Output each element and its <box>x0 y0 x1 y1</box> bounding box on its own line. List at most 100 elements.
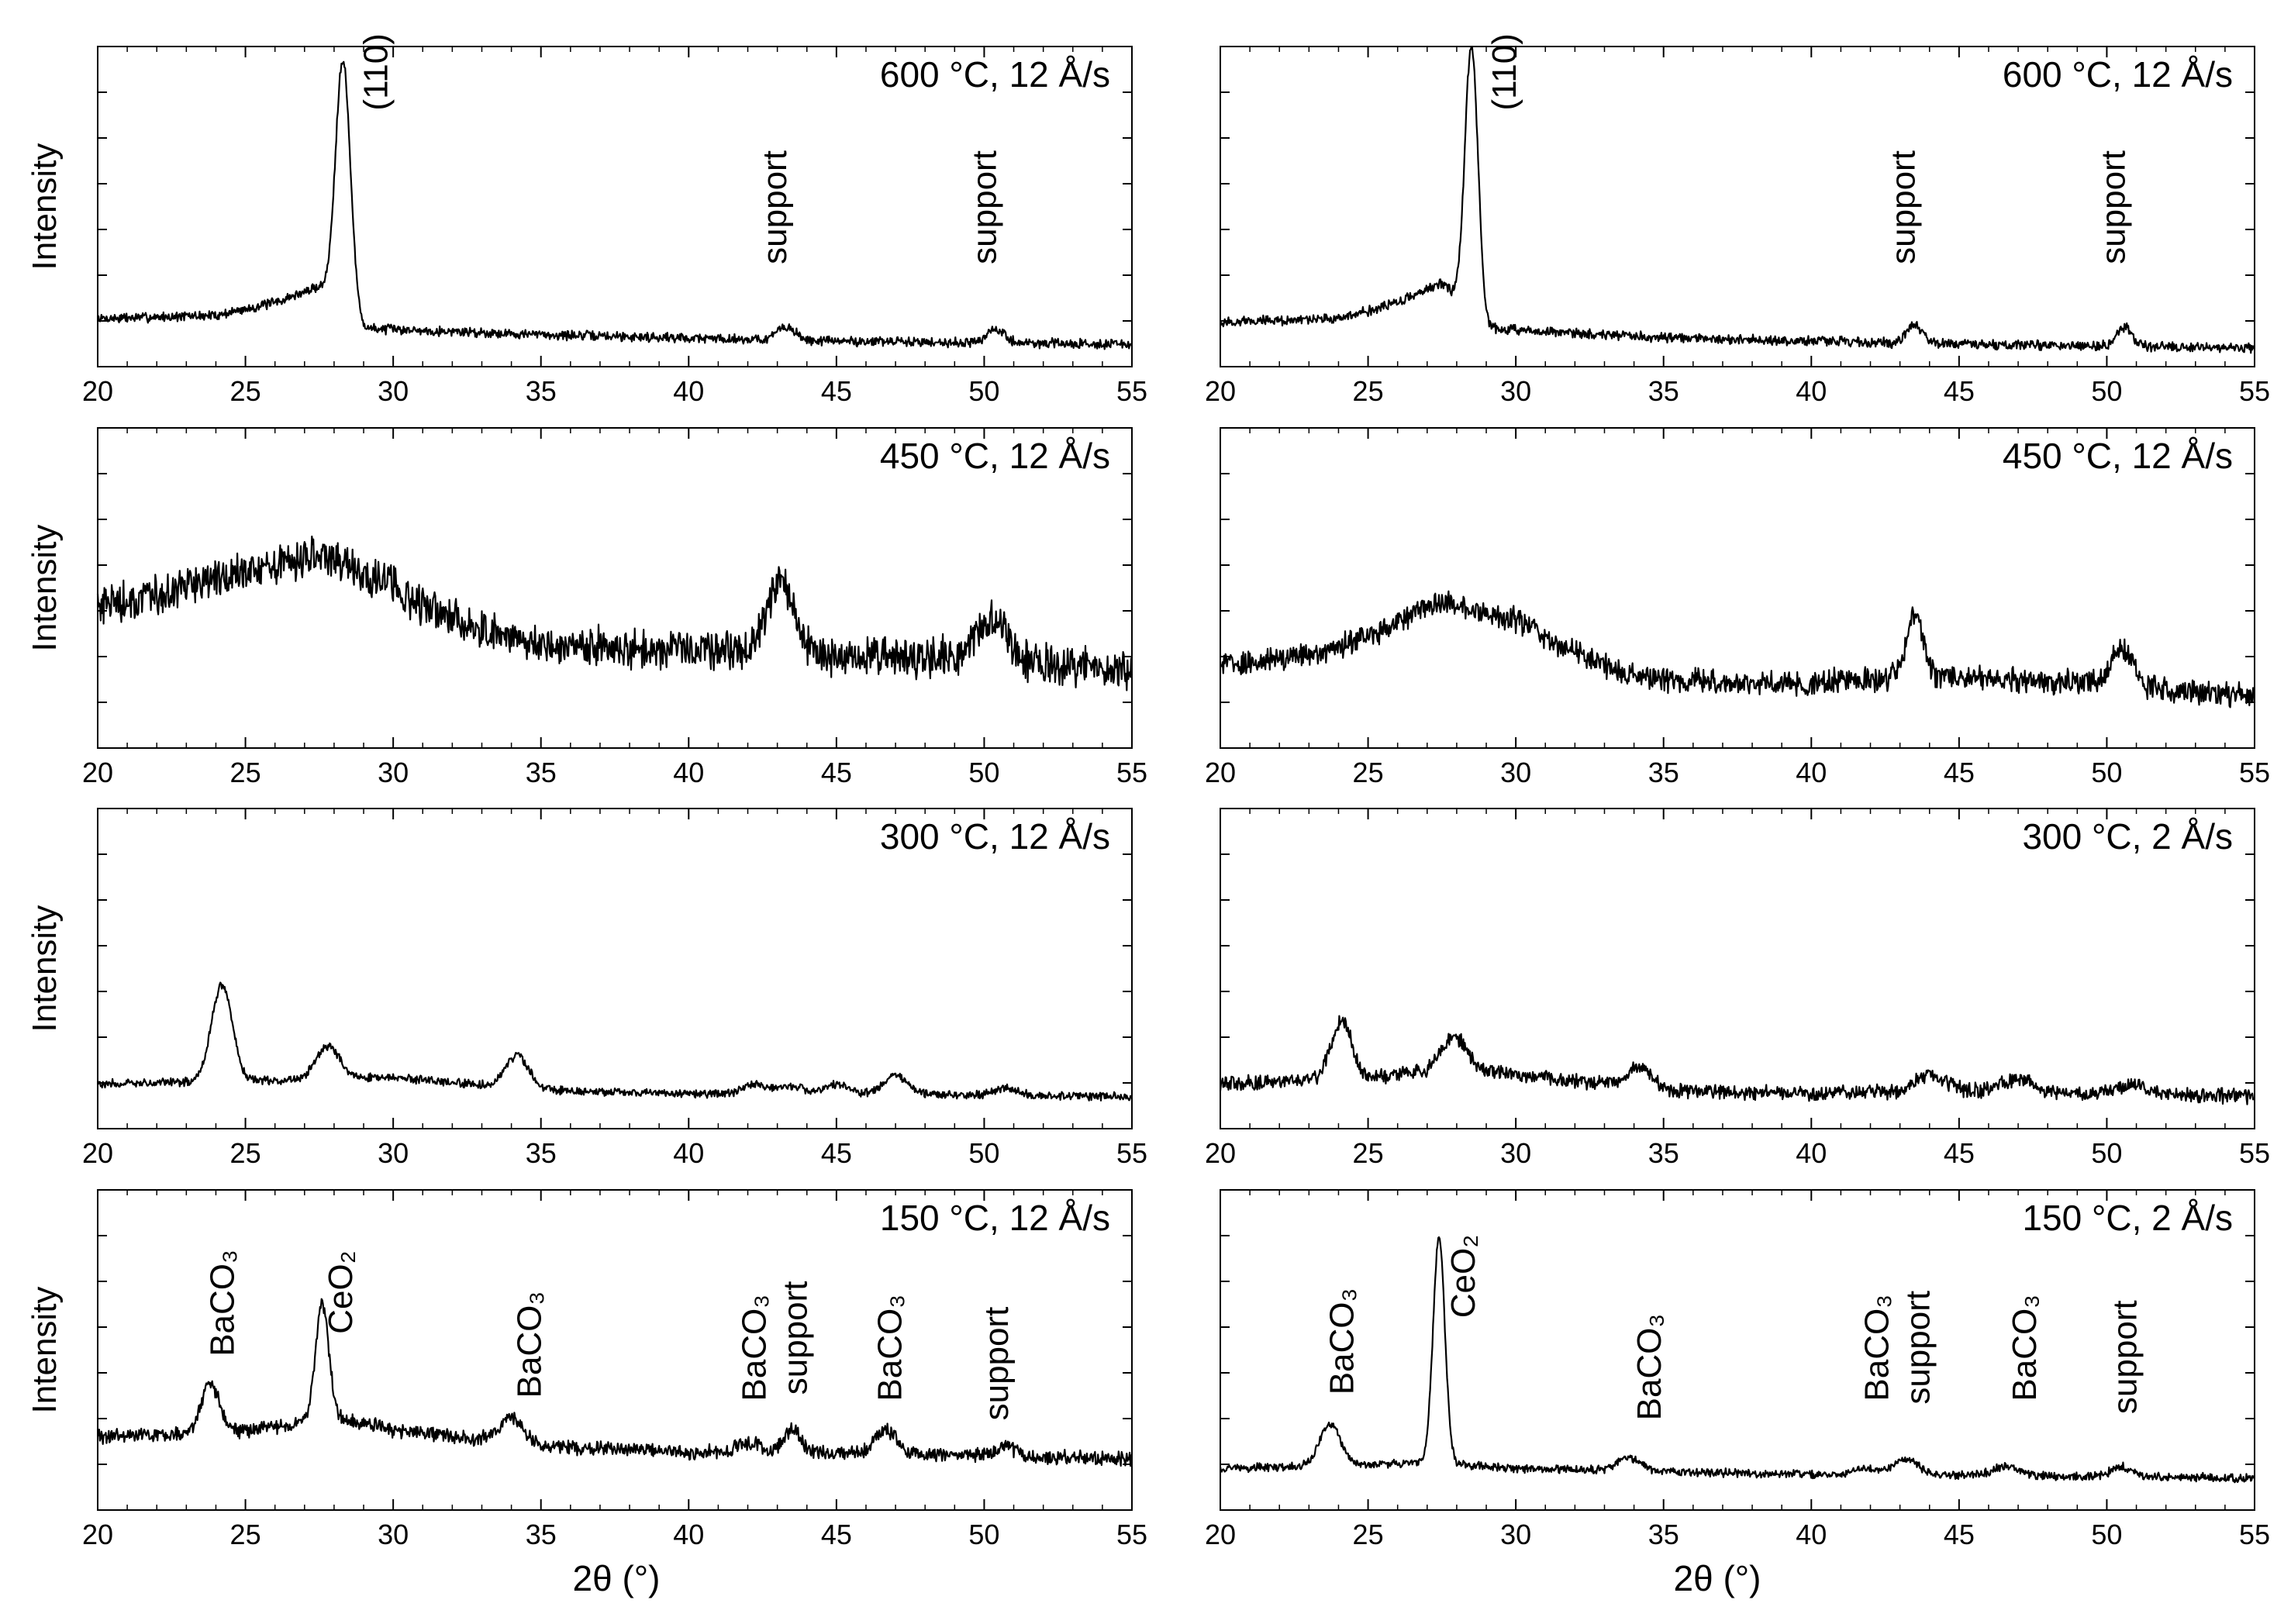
x-tick-label: 40 <box>1796 375 1827 407</box>
x-tick-label: 45 <box>1944 757 1975 788</box>
peak-annotation: BaCO₃ <box>871 1295 909 1402</box>
x-tick-label: 55 <box>2239 375 2270 407</box>
panel-label: 300 °C, 12 Å/s <box>880 816 1110 857</box>
plot-frame <box>1220 808 2255 1129</box>
series-line <box>97 1298 1133 1467</box>
x-tick-label: 55 <box>1116 1137 1147 1169</box>
x-tick-label: 55 <box>2239 757 2270 788</box>
peak-annotation: BaCO₃ <box>735 1295 773 1402</box>
x-tick-label: 35 <box>1648 1519 1679 1550</box>
x-tick-label: 20 <box>1205 375 1236 407</box>
x-tick-label: 40 <box>1796 1519 1827 1550</box>
peak-annotation: BaCO₃ <box>511 1291 549 1398</box>
x-tick-label: 40 <box>673 1519 704 1550</box>
peak-annotation: BaCO₃ <box>1858 1295 1896 1402</box>
series-line <box>1219 1236 2256 1484</box>
x-tick-label: 25 <box>1353 1137 1384 1169</box>
x-axis-title-left: 2θ (°) <box>573 1558 661 1598</box>
x-tick-label: 30 <box>378 757 409 788</box>
x-tick-label: 50 <box>2091 1519 2122 1550</box>
series-line <box>97 981 1133 1102</box>
x-tick-label: 50 <box>2091 375 2122 407</box>
peak-annotation: BaCO₃ <box>203 1250 241 1357</box>
x-tick-label: 35 <box>526 1137 557 1169</box>
panel-left-row-2: 20 25 30 35 40 45 50 55 Intensity 450 °C, 12 Å/s <box>26 427 1147 788</box>
plot-frame <box>97 1189 1133 1511</box>
panel-right-row-2: 20 25 30 35 40 45 50 55 450 °C, 12 Å/s <box>1205 427 2270 788</box>
peak-annotation: support <box>1899 1291 1937 1405</box>
panel-right-row-1: 20 25 30 35 40 45 50 55 600 °C, 12 Å/s (110) suppo… <box>1205 33 2270 407</box>
plot-frame <box>97 808 1133 1129</box>
x-tick-label: 25 <box>1353 375 1384 407</box>
panel-label: 450 °C, 12 Å/s <box>2003 436 2233 476</box>
x-tick-label: 50 <box>968 757 999 788</box>
y-axis-label: Intensity <box>26 905 64 1033</box>
plot-frame <box>97 46 1133 367</box>
x-tick-label: 45 <box>1944 1137 1975 1169</box>
x-tick-label: 20 <box>82 757 113 788</box>
y-axis-label: Intensity <box>26 143 64 271</box>
x-tick-label: 45 <box>821 757 852 788</box>
x-tick-label: 35 <box>1648 757 1679 788</box>
x-tick-label: 55 <box>2239 1137 2270 1169</box>
x-tick-label: 55 <box>1116 1519 1147 1550</box>
series-line <box>1220 590 2256 709</box>
x-tick-label: 50 <box>968 1519 999 1550</box>
y-axis-label: Intensity <box>26 1287 64 1414</box>
series-line <box>96 535 1133 691</box>
peak-annotation: BaCO₃ <box>1630 1314 1668 1421</box>
x-tick-label: 25 <box>1353 1519 1384 1550</box>
x-tick-label: 30 <box>1500 757 1531 788</box>
peak-annotation: CeO₂ <box>322 1250 360 1334</box>
x-tick-label: 40 <box>1796 1137 1827 1169</box>
x-tick-label: 20 <box>1205 757 1236 788</box>
x-tick-label: 55 <box>1116 757 1147 788</box>
peak-annotation: support <box>2094 150 2132 264</box>
plot-frame <box>97 427 1133 749</box>
x-tick-label: 30 <box>1500 1519 1531 1550</box>
panel-label: 150 °C, 2 Å/s <box>2022 1198 2233 1238</box>
x-axis-title-right: 2θ (°) <box>1674 1558 1761 1598</box>
peak-annotation: support <box>1885 150 1923 264</box>
series-line <box>96 60 1133 350</box>
panel-label: 150 °C, 12 Å/s <box>880 1198 1110 1238</box>
x-tick-label: 50 <box>2091 757 2122 788</box>
x-tick-label: 25 <box>230 1137 261 1169</box>
x-tick-label: 40 <box>1796 757 1827 788</box>
panel-right-row-4: 20 25 30 35 40 45 50 55 150 °C, 2 Å/s BaCO₃ CeO₂ Ba… <box>1205 1189 2270 1550</box>
peak-annotation: support <box>756 150 794 264</box>
x-tick-label: 25 <box>230 375 261 407</box>
panel-left-row-1: 20 25 30 35 40 45 50 55 Intensity 600 °C, 12 Å/s (… <box>26 33 1147 407</box>
x-tick-label: 50 <box>968 1137 999 1169</box>
x-tick-label: 25 <box>230 1519 261 1550</box>
peak-annotation: CeO₂ <box>1444 1235 1482 1319</box>
x-tick-label: 40 <box>673 757 704 788</box>
x-tick-label: 40 <box>673 375 704 407</box>
x-tick-label: 20 <box>82 1137 113 1169</box>
panel-label: 450 °C, 12 Å/s <box>880 436 1110 476</box>
x-tick-label: 30 <box>1500 1137 1531 1169</box>
x-tick-label: 30 <box>378 1519 409 1550</box>
peak-annotation: BaCO₃ <box>1323 1288 1361 1395</box>
panel-right-row-3: 20 25 30 35 40 45 50 55 300 °C, 2 Å/s <box>1205 808 2270 1169</box>
x-tick-label: 35 <box>1648 375 1679 407</box>
x-tick-label: 45 <box>821 1137 852 1169</box>
plot-frame <box>1220 46 2255 367</box>
x-tick-label: 30 <box>1500 375 1531 407</box>
x-tick-label: 20 <box>1205 1519 1236 1550</box>
peak-annotation: support <box>978 1307 1016 1421</box>
panel-label: 600 °C, 12 Å/s <box>2003 54 2233 95</box>
x-tick-label: 30 <box>378 1137 409 1169</box>
x-tick-label: 35 <box>526 375 557 407</box>
peak-annotation: BaCO₃ <box>2006 1295 2044 1402</box>
x-tick-label: 45 <box>1944 1519 1975 1550</box>
series-line <box>1219 1015 2255 1105</box>
panel-label: 300 °C, 2 Å/s <box>2022 816 2233 857</box>
x-tick-label: 20 <box>1205 1137 1236 1169</box>
x-tick-label: 55 <box>2239 1519 2270 1550</box>
x-tick-label: 50 <box>968 375 999 407</box>
x-tick-label: 50 <box>2091 1137 2122 1169</box>
x-tick-label: 40 <box>673 1137 704 1169</box>
plot-frame <box>1220 1189 2255 1511</box>
